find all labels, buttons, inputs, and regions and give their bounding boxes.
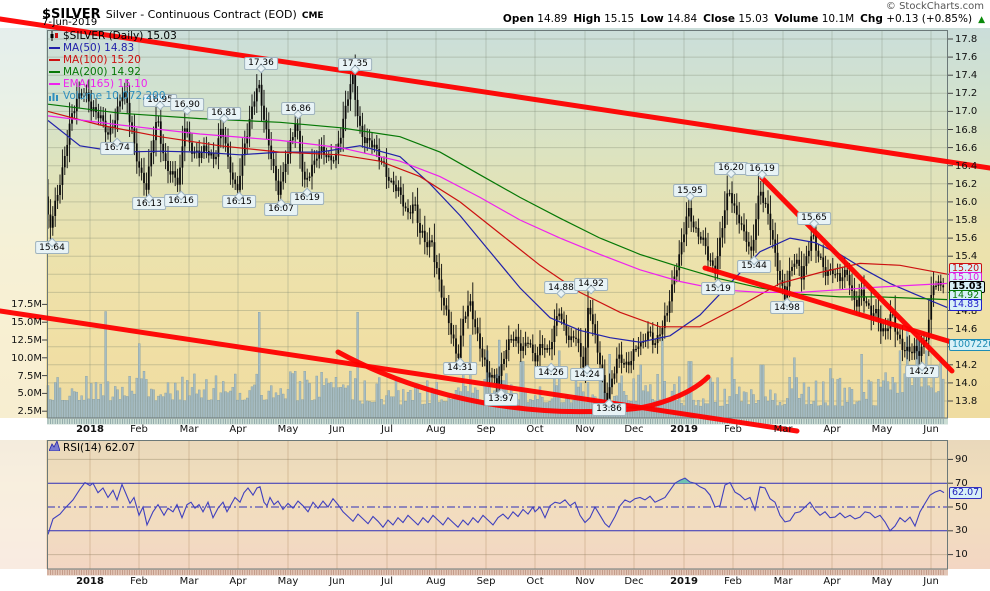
volume-bars-layer <box>46 311 945 419</box>
rsi-legend: RSI(14) 62.07 <box>48 439 136 454</box>
ema165-line-swatch <box>49 83 60 85</box>
volume-label-value: Volume 10.1M <box>774 13 855 25</box>
symbol: $SILVER <box>42 7 101 22</box>
instrument-name: Silver - Continuous Contract (EOD) <box>105 8 297 21</box>
candlestick-icon <box>49 31 60 41</box>
legend-ma50-label: MA(50) 14.83 <box>63 42 135 54</box>
candlesticks-layer <box>47 54 945 412</box>
ma200-line-swatch <box>49 71 60 73</box>
legend-ma100: MA(100) 15.20 <box>49 54 177 66</box>
left-margin-rsi <box>0 440 46 569</box>
rsi-legend-label: RSI(14) 62.07 <box>63 441 136 454</box>
chart-date: 7-Jun-2019 <box>42 17 98 28</box>
rsi-layer <box>47 477 948 535</box>
legend-ema165: EMA(165) 15.10 <box>49 78 177 90</box>
ma50-line-swatch <box>49 47 60 49</box>
high-label-value: High 15.15 <box>573 13 635 25</box>
rsi-icon <box>48 439 61 454</box>
volume-bars-icon <box>49 91 60 101</box>
change-up-icon: ▲ <box>978 15 985 25</box>
legend-volume-label: Volume 10,072,200 <box>63 90 166 102</box>
legend-volume: Volume 10,072,200 <box>49 90 177 102</box>
legend-ma200: MA(200) 14.92 <box>49 66 177 78</box>
trendlines-layer <box>0 16 990 434</box>
legend-main-label: $SILVER (Daily) 15.03 <box>63 30 177 42</box>
chart-legend: $SILVER (Daily) 15.03 MA(50) 14.83 MA(10… <box>49 30 177 102</box>
chart-header: $SILVER Silver - Continuous Contract (EO… <box>42 3 324 22</box>
close-label-value: Close 15.03 <box>703 13 769 25</box>
open-label-value: Open 14.89 <box>502 13 568 25</box>
left-margin-main <box>0 28 46 418</box>
legend-ma50: MA(50) 14.83 <box>49 42 177 54</box>
ohlc-quote-line: Open 14.89 High 15.15 Low 14.84 Close 15… <box>503 13 985 25</box>
legend-ema165-label: EMA(165) 15.10 <box>63 78 148 90</box>
legend-ma200-label: MA(200) 14.92 <box>63 66 141 78</box>
legend-main: $SILVER (Daily) 15.03 <box>49 30 177 42</box>
copyright: © StockCharts.com <box>885 1 984 12</box>
chg-label-value: Chg +0.13 (+0.85%) <box>860 13 973 25</box>
legend-ma100-label: MA(100) 15.20 <box>63 54 141 66</box>
rsi-pane-background <box>0 440 990 569</box>
low-label-value: Low 14.84 <box>640 13 698 25</box>
exchange: CME <box>301 11 324 21</box>
ma100-line-swatch <box>49 59 60 61</box>
